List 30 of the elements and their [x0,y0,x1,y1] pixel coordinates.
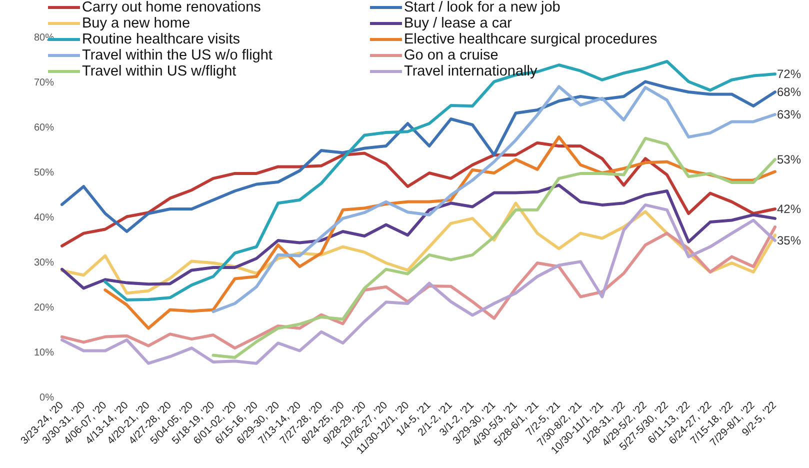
data-label: 35% [777,234,802,248]
line-series [60,141,776,248]
y-tick-label: 10% [34,348,54,358]
data-label: 68% [777,85,802,99]
data-label: 63% [777,108,802,122]
legend-label: Travel within US w/flight [82,64,236,80]
line-series [212,136,776,359]
y-tick-label: 30% [34,258,54,268]
legend-label: Buy a new home [82,16,190,32]
line-series [60,80,776,233]
data-label: 72% [777,67,802,81]
legend-label: Carry out home renovations [82,0,261,16]
data-label: 53% [777,152,802,166]
y-tick-label: 20% [34,302,54,314]
y-tick-label: 40% [34,212,54,224]
data-label: 42% [777,202,802,216]
legend-label: Buy / lease a car [404,16,512,32]
legend-label: Elective healthcare surgical procedures [404,32,658,48]
legend-label: Travel within the US w/o flight [82,48,272,64]
y-tick-label: 0% [40,392,54,404]
y-tick-label: 60% [34,122,54,134]
legend-label: Start / look for a new job [404,0,560,16]
legend-label: Go on a cruise [404,48,498,64]
line-series [212,85,776,314]
y-tick-label: 50% [34,168,54,178]
line-series [60,203,776,365]
legend-label: Travel internationally [404,64,538,80]
y-tick-label: 70% [34,78,54,88]
line-series [60,184,776,290]
legend-label: Routine healthcare visits [82,32,240,48]
